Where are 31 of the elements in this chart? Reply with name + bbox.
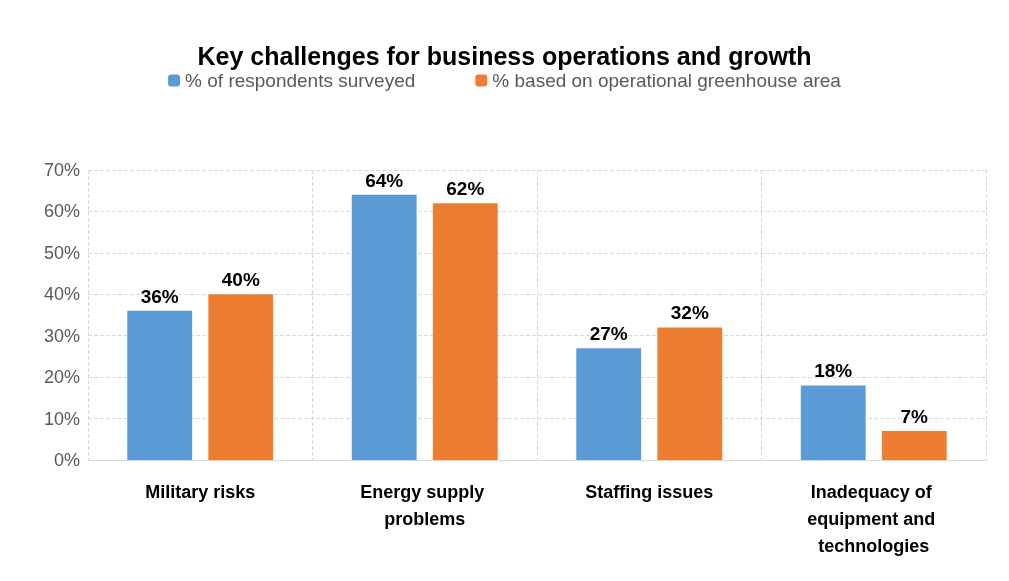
y-tick-label: 0% — [53, 450, 80, 470]
bar — [432, 203, 498, 460]
legend-label: % of respondents surveyed — [185, 70, 416, 91]
bar — [576, 348, 642, 460]
x-tick-label: Military risks — [145, 481, 256, 502]
data-label: 27% — [589, 323, 628, 345]
y-tick-label: 30% — [43, 325, 80, 346]
y-tick-label: 20% — [43, 367, 80, 388]
data-label: 40% — [221, 269, 260, 291]
x-tick-label: Staffing issues — [585, 481, 714, 502]
bar — [351, 194, 417, 460]
bar — [127, 310, 193, 460]
x-tick-label: Energy supply problems — [360, 481, 490, 529]
bar — [657, 327, 723, 460]
y-tick-label: 70% — [43, 160, 80, 180]
bar — [800, 385, 866, 460]
x-tick-label: Inadequacy of equipment and technologies — [807, 481, 941, 556]
y-tick-label: 50% — [43, 242, 80, 263]
y-tick-label: 40% — [43, 284, 80, 305]
data-label: 18% — [814, 360, 853, 382]
data-label: 62% — [446, 178, 485, 200]
data-label: 36% — [140, 285, 179, 307]
legend-label: % based on operational greenhouse area — [492, 70, 842, 91]
data-label: 64% — [365, 169, 404, 191]
data-label: 7% — [900, 406, 929, 427]
bar — [881, 431, 947, 460]
data-label: 32% — [670, 302, 709, 324]
bar — [208, 294, 274, 460]
y-tick-label: 10% — [43, 408, 80, 429]
y-tick-label: 60% — [43, 201, 80, 222]
chart-title: Key challenges for business operations and growth — [197, 41, 812, 70]
